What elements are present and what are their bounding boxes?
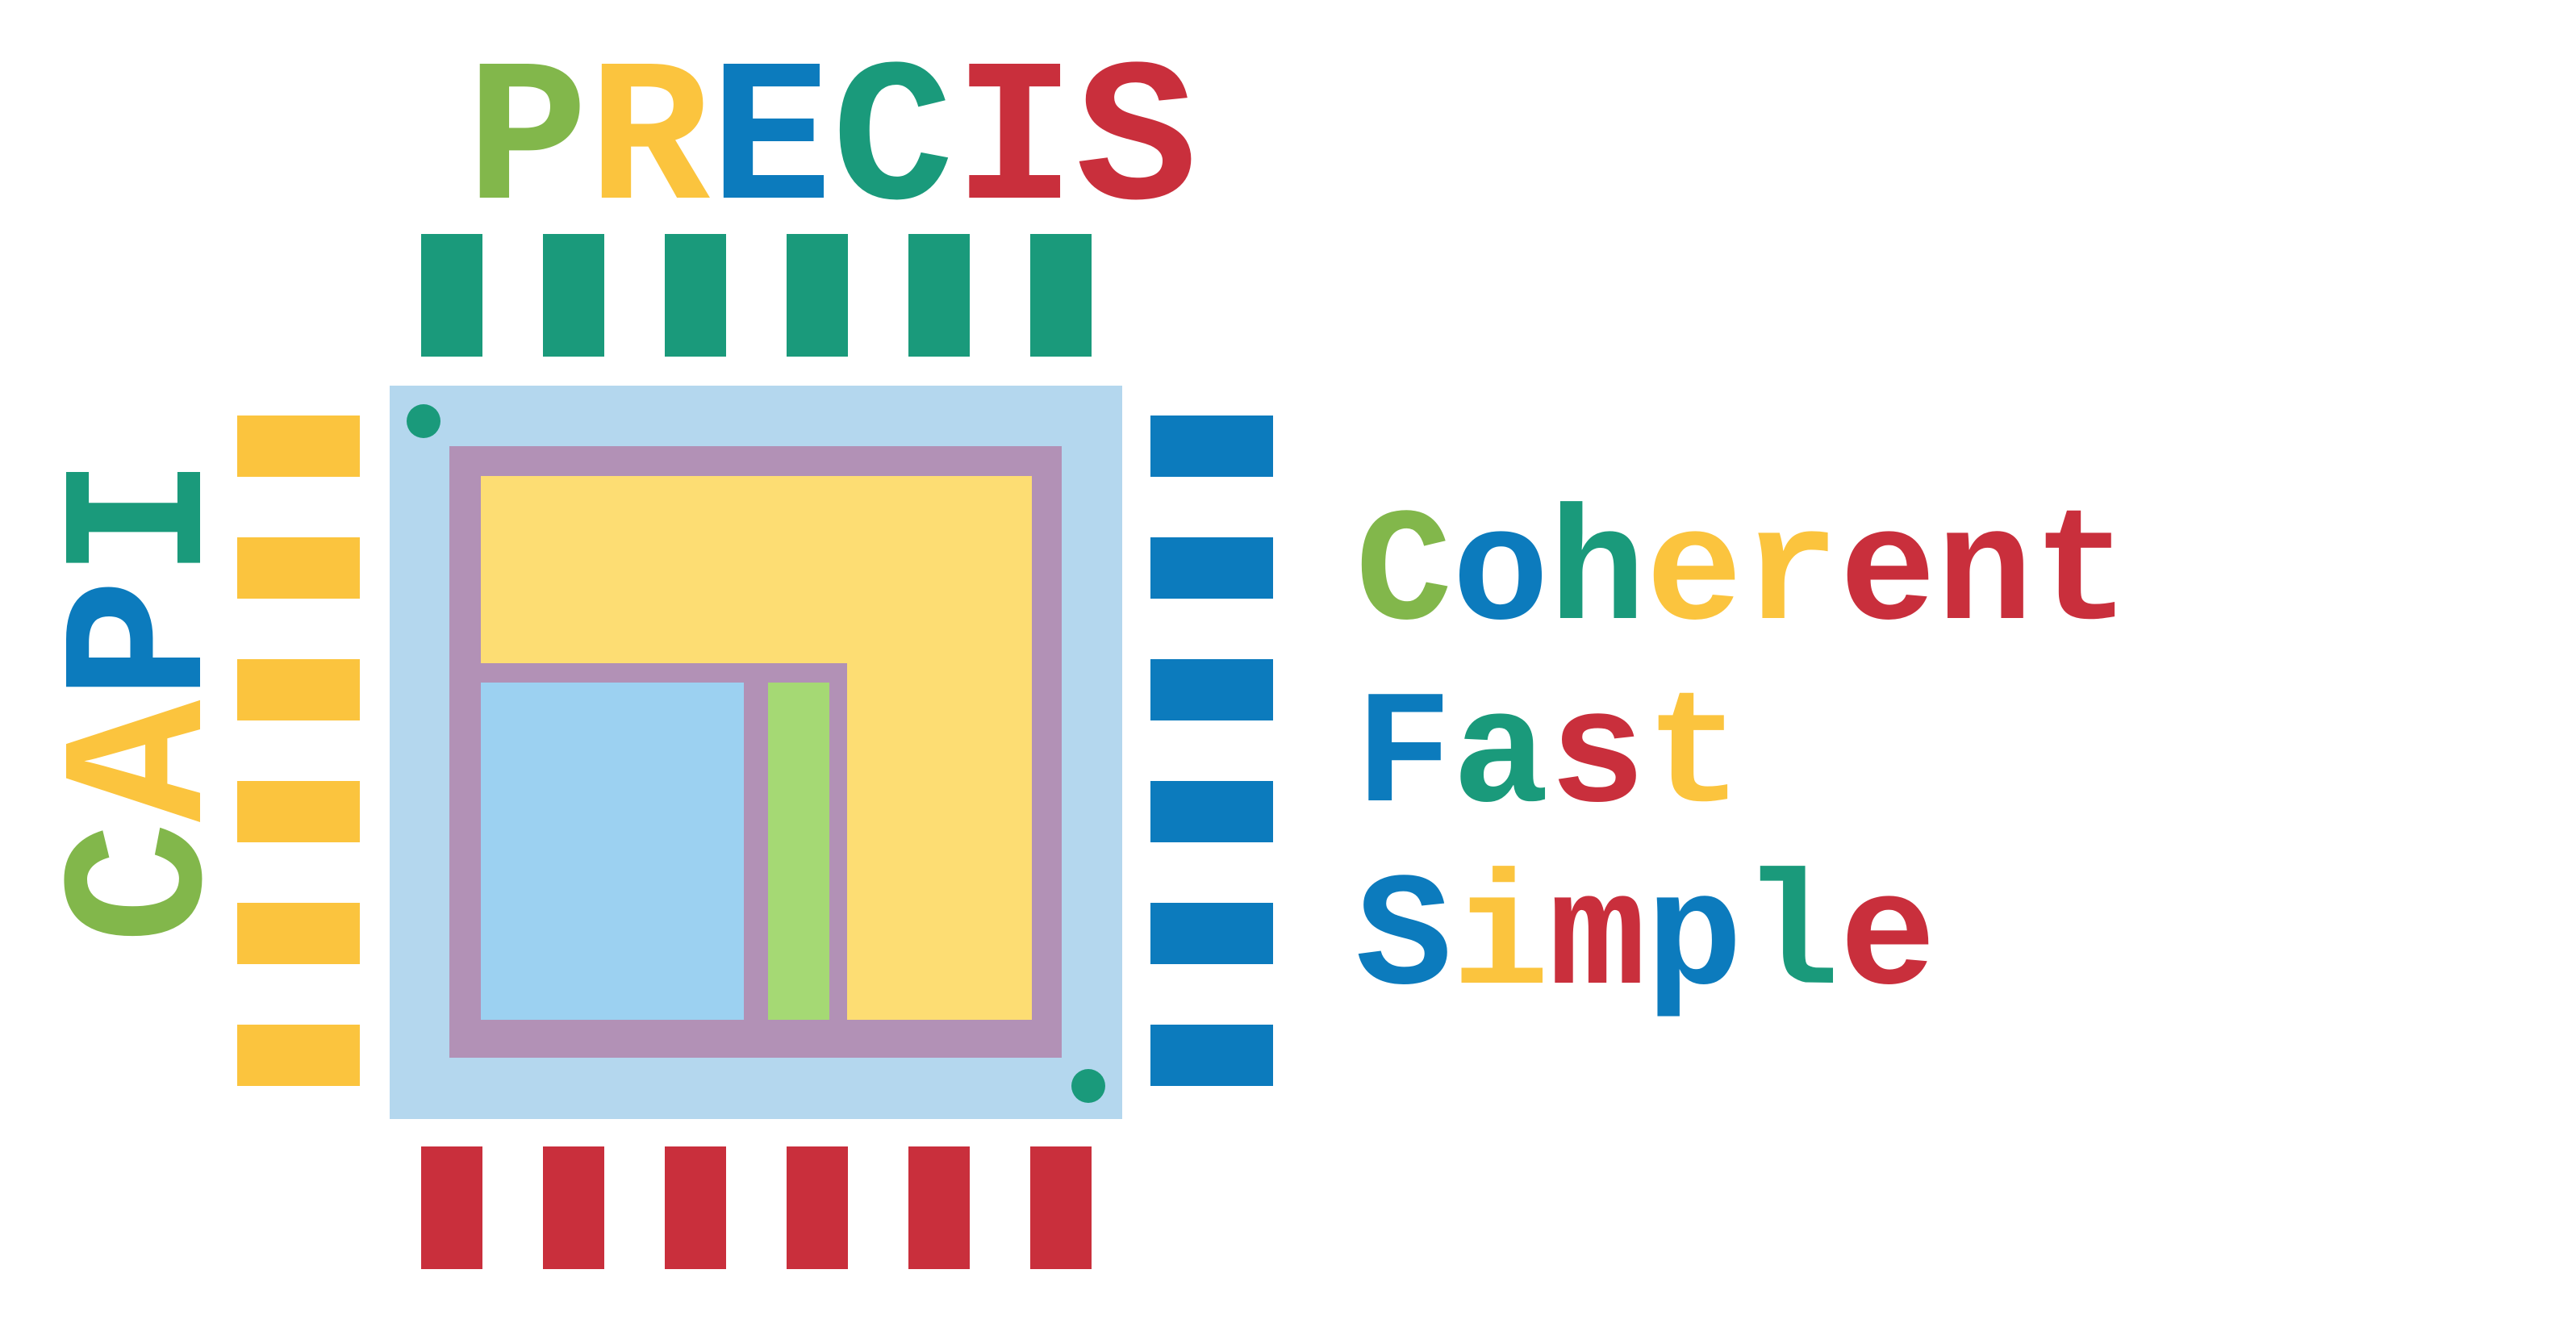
capi-letter-4: I xyxy=(31,457,261,578)
simple-letter-5: l xyxy=(1743,849,1839,1032)
left-pin-2 xyxy=(237,537,360,599)
top-pin-6 xyxy=(1030,234,1092,357)
chip-pins xyxy=(237,234,1273,1269)
right-pin-1 xyxy=(1150,416,1273,477)
top-pin-2 xyxy=(543,234,604,357)
bottom-pin-6 xyxy=(1030,1146,1092,1269)
coherent-letter-1: C xyxy=(1355,484,1452,667)
precis-letter-2: R xyxy=(588,28,710,259)
fast-letter-2: a xyxy=(1452,666,1549,850)
coherent-letter-7: n xyxy=(1936,484,2033,667)
bottom-pin-2 xyxy=(543,1146,604,1269)
fast-letter-3: s xyxy=(1549,666,1646,850)
top-pin-3 xyxy=(665,234,726,357)
fast-letter-1: F xyxy=(1355,666,1452,850)
bottom-pin-3 xyxy=(665,1146,726,1269)
fast-letter-4: t xyxy=(1646,666,1743,850)
blue-block xyxy=(481,683,744,1020)
right-pin-6 xyxy=(1150,1025,1273,1086)
simple-letter-1: S xyxy=(1355,849,1452,1032)
chip-body-group xyxy=(390,386,1122,1119)
precis-letter-5: I xyxy=(954,28,1075,259)
coherent-letter-3: h xyxy=(1549,484,1646,667)
right-pin-4 xyxy=(1150,781,1273,842)
top-pin-1 xyxy=(421,234,482,357)
precis-letter-1: P xyxy=(466,28,588,259)
bottom-pin-4 xyxy=(787,1146,848,1269)
right-pin-2 xyxy=(1150,537,1273,599)
top-pin-4 xyxy=(787,234,848,357)
precis-letter-6: S xyxy=(1075,28,1197,259)
coherent-letter-2: o xyxy=(1452,484,1549,667)
capi-letter-2: A xyxy=(31,699,261,822)
simple-letter-6: e xyxy=(1839,849,1936,1032)
capi-letter-1: C xyxy=(31,822,261,944)
green-block xyxy=(768,683,829,1020)
coherent-letter-6: e xyxy=(1839,484,1936,667)
corner-dot-bottom-right xyxy=(1071,1069,1105,1103)
capi-letter-3: P xyxy=(31,578,261,700)
top-pin-5 xyxy=(908,234,970,357)
coherent-letter-8: t xyxy=(2033,484,2130,667)
left-pin-4 xyxy=(237,781,360,842)
coherent-letter-5: r xyxy=(1743,484,1839,667)
precis-letter-4: C xyxy=(832,28,954,259)
bottom-pin-1 xyxy=(421,1146,482,1269)
corner-dot-top-left xyxy=(407,404,440,438)
right-pin-5 xyxy=(1150,903,1273,964)
left-pin-5 xyxy=(237,903,360,964)
right-pin-3 xyxy=(1150,659,1273,720)
left-pin-1 xyxy=(237,416,360,477)
left-pin-6 xyxy=(237,1025,360,1086)
simple-letter-2: i xyxy=(1452,849,1549,1032)
precis-letter-3: E xyxy=(710,28,832,259)
simple-letter-4: p xyxy=(1646,849,1743,1032)
bottom-pin-5 xyxy=(908,1146,970,1269)
left-pin-3 xyxy=(237,659,360,720)
simple-letter-3: m xyxy=(1549,849,1646,1032)
coherent-letter-4: e xyxy=(1646,484,1743,667)
